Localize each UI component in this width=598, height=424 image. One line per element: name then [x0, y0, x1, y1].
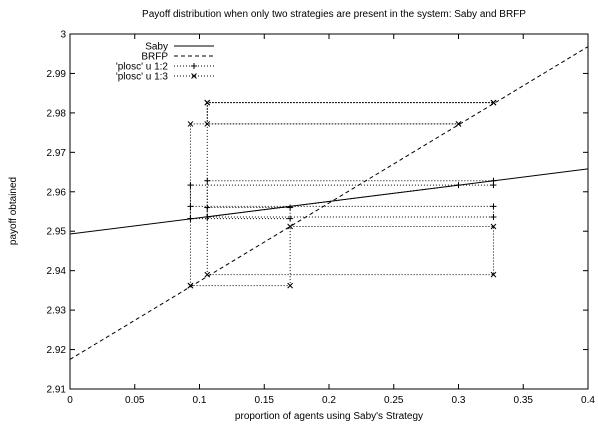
- series-line: [189, 102, 494, 287]
- legend-label: Saby: [145, 42, 168, 53]
- x-tick-label: 0: [67, 395, 73, 406]
- y-tick-label: 3: [60, 30, 66, 41]
- cross-marker: [287, 282, 294, 289]
- x-tick-label: 0.1: [193, 395, 207, 406]
- y-tick-label: 2.91: [47, 385, 67, 396]
- y-tick-label: 2.95: [47, 227, 67, 238]
- y-tick-label: 2.93: [47, 306, 67, 317]
- y-tick-label: 2.92: [47, 345, 67, 356]
- series-0: [70, 168, 588, 235]
- plus-marker: [287, 204, 294, 211]
- cross-marker: [490, 99, 497, 106]
- cross-marker: [204, 121, 211, 127]
- axis-ticks: 0 0.05 0.1 0.15 0.2 0.25 0.3 0.35 0.4 2.91 2.92 2.9…: [47, 30, 596, 407]
- y-tick-label: 2.94: [47, 266, 67, 277]
- cross-marker: [287, 223, 294, 230]
- x-tick-label: 0.25: [384, 395, 404, 406]
- plus-marker: [287, 215, 294, 222]
- y-tick-label: 2.99: [47, 69, 67, 80]
- plus-marker: [490, 214, 497, 221]
- y-tick-label: 2.98: [47, 108, 67, 119]
- cross-marker: [490, 271, 497, 278]
- series-2: [187, 177, 497, 222]
- x-tick-label: 0.2: [322, 395, 336, 406]
- cross-marker: [191, 73, 197, 79]
- plus-marker: [191, 63, 197, 69]
- series-line: [70, 46, 588, 360]
- series-1: [70, 46, 588, 360]
- x-tick-label: 0.05: [125, 395, 145, 406]
- y-tick-label: 2.97: [47, 148, 67, 159]
- cross-marker: [204, 99, 211, 106]
- cross-marker: [455, 121, 462, 127]
- x-tick-label: 0.3: [452, 395, 466, 406]
- plus-marker: [455, 182, 462, 189]
- plus-marker: [490, 203, 497, 210]
- x-tick-label: 0.15: [255, 395, 275, 406]
- legend-label: BRFP: [141, 52, 168, 63]
- series-line: [70, 168, 588, 235]
- chart-title: Payoff distribution when only two strate…: [142, 9, 526, 20]
- cross-marker: [204, 271, 211, 278]
- x-tick-label: 0.35: [514, 395, 534, 406]
- legend-label: 'plosc' u 1:3: [116, 72, 169, 83]
- cross-marker: [187, 282, 194, 289]
- legend-label: 'plosc' u 1:2: [116, 62, 169, 73]
- plot-frame: [69, 33, 589, 390]
- x-axis-label: proportion of agents using Saby's Strate…: [235, 411, 423, 422]
- series-3: [187, 99, 497, 289]
- y-tick-label: 2.96: [47, 187, 67, 198]
- plus-marker: [490, 177, 497, 184]
- cross-marker: [490, 223, 497, 230]
- y-axis-label: payoff obtained: [8, 177, 19, 245]
- series-layer: [70, 46, 588, 360]
- x-tick-label: 0.4: [581, 395, 595, 406]
- cross-marker: [187, 121, 194, 127]
